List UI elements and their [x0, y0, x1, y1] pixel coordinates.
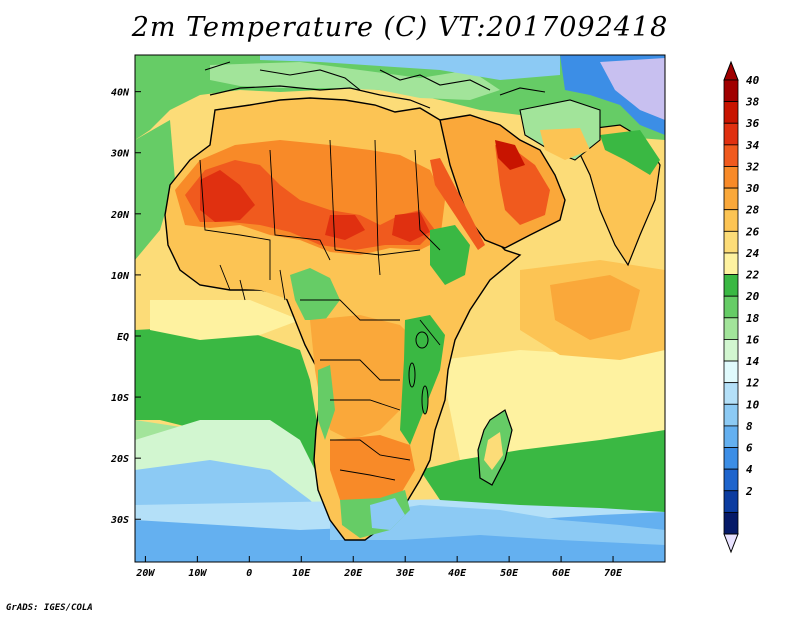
south-africa-blue [370, 498, 405, 530]
colorbar-swatch [723, 317, 739, 340]
colorbar-level-label: 10 [746, 398, 760, 411]
x-axis: 20W 10W 0 10E 20E 30E 40E 50E 60E 70E [135, 556, 623, 579]
colorbar-level-label: 8 [746, 420, 753, 433]
country-borders [199, 139, 441, 481]
x-tick-label: 60E [552, 568, 571, 579]
india-green [600, 130, 660, 175]
iran-warm [540, 128, 590, 160]
ethiopia-green [430, 225, 470, 285]
atlantic-west-green [135, 120, 175, 260]
colorbar-level-label: 18 [746, 312, 760, 325]
x-tick-label: 20W [135, 568, 155, 579]
y-axis: 40N 30N 20N 10N EQ 10S 20S 30S [110, 88, 141, 526]
europe-coast [204, 61, 546, 96]
colorbar-level-label: 2 [745, 485, 753, 498]
congo-warm [310, 315, 420, 440]
colorbar-swatch [723, 209, 739, 232]
colorbar-level-label: 28 [745, 204, 760, 217]
madagascar-warm [484, 432, 503, 470]
plot-area [135, 55, 665, 562]
colorbar-swatch [723, 360, 739, 384]
red-sea [430, 158, 485, 250]
colorbar-level-label: 36 [745, 117, 760, 130]
sahara-hotter [185, 160, 435, 250]
x-tick-label: 40E [448, 568, 467, 579]
colorbar-swatch [723, 144, 739, 167]
colorbar-swatch [723, 187, 739, 211]
persian-gulf-hot [495, 140, 525, 170]
colorbar-level-label: 32 [745, 160, 760, 173]
colorbar-bottom-arrow [723, 533, 739, 554]
y-tick-label: 10N [111, 271, 130, 282]
footer-credit: GrADS: IGES/COLA [6, 603, 93, 613]
gulf-of-guinea-pale [150, 300, 300, 340]
west-coast-green [318, 365, 335, 440]
y-tick-label: 40N [111, 88, 130, 99]
colorbar-level-label: 4 [746, 463, 753, 476]
colorbar-swatch [723, 490, 739, 513]
colorbar-level-label: 22 [745, 269, 760, 282]
colorbar-swatch [723, 122, 739, 146]
colorbar-swatch [723, 274, 739, 297]
europe-blue [260, 55, 560, 80]
colorbar-level-label: 12 [746, 377, 760, 390]
colorbar-level-label: 6 [746, 442, 753, 455]
colorbar-swatch [723, 166, 739, 189]
colorbar-top-arrow [723, 60, 739, 81]
east-africa-green [400, 315, 445, 445]
y-tick-label: EQ [117, 332, 129, 343]
colorbar-level-label: 30 [745, 182, 760, 195]
south-ocean-cyan-strip [330, 505, 665, 545]
colorbar-level-label: 16 [746, 333, 760, 346]
colorbar: 40 38 36 34 32 30 28 26 24 22 20 18 16 14 12 10 8 6 4 2 [723, 60, 760, 554]
y-tick-label: 30N [110, 149, 130, 160]
x-tick-label: 30E [395, 568, 415, 579]
indian-ocean-warmer [550, 275, 640, 340]
colorbar-level-label: 26 [745, 225, 760, 238]
y-tick-label: 10S [111, 393, 129, 404]
y-tick-label: 20N [110, 210, 130, 221]
x-tick-label: 50E [500, 568, 519, 579]
indian-ocean-green [420, 425, 665, 512]
colorbar-swatch [723, 468, 739, 492]
great-lakes [408, 331, 429, 415]
x-tick-label: 10W [188, 568, 207, 579]
colorbar-level-label: 38 [745, 96, 760, 109]
west-africa-green [290, 268, 340, 320]
colorbar-swatch [723, 101, 739, 124]
colorbar-swatch [723, 403, 739, 427]
colorbar-swatch [723, 230, 739, 254]
sahara-hottest [200, 170, 430, 242]
colorbar-swatch [723, 79, 739, 103]
colorbar-swatch [723, 295, 739, 319]
x-tick-label: 20E [343, 568, 363, 579]
map-title: 2m Temperature (C) VT:2017092418 [131, 12, 669, 43]
mediterranean-coast [209, 85, 431, 109]
x-tick-label: 0 [246, 568, 252, 579]
colorbar-level-label: 14 [746, 355, 760, 368]
x-tick-label: 70E [604, 568, 623, 579]
colorbar-swatch [723, 447, 739, 470]
y-tick-label: 30S [110, 515, 129, 526]
colorbar-swatch [723, 382, 739, 405]
colorbar-swatch [723, 511, 739, 535]
colorbar-level-label: 40 [746, 74, 760, 87]
high-asia-violet [600, 58, 665, 120]
x-tick-label: 10E [292, 568, 311, 579]
mediterranean-light-green [210, 62, 500, 100]
y-tick-label: 20S [110, 454, 129, 465]
plot-frame [134, 54, 666, 563]
colorbar-swatch [723, 252, 739, 275]
colorbar-level-label: 24 [745, 247, 760, 260]
colorbar-swatch [723, 339, 739, 362]
colorbar-level-label: 20 [745, 290, 760, 303]
colorbar-level-label: 34 [745, 139, 760, 152]
colorbar-swatch [723, 425, 739, 448]
